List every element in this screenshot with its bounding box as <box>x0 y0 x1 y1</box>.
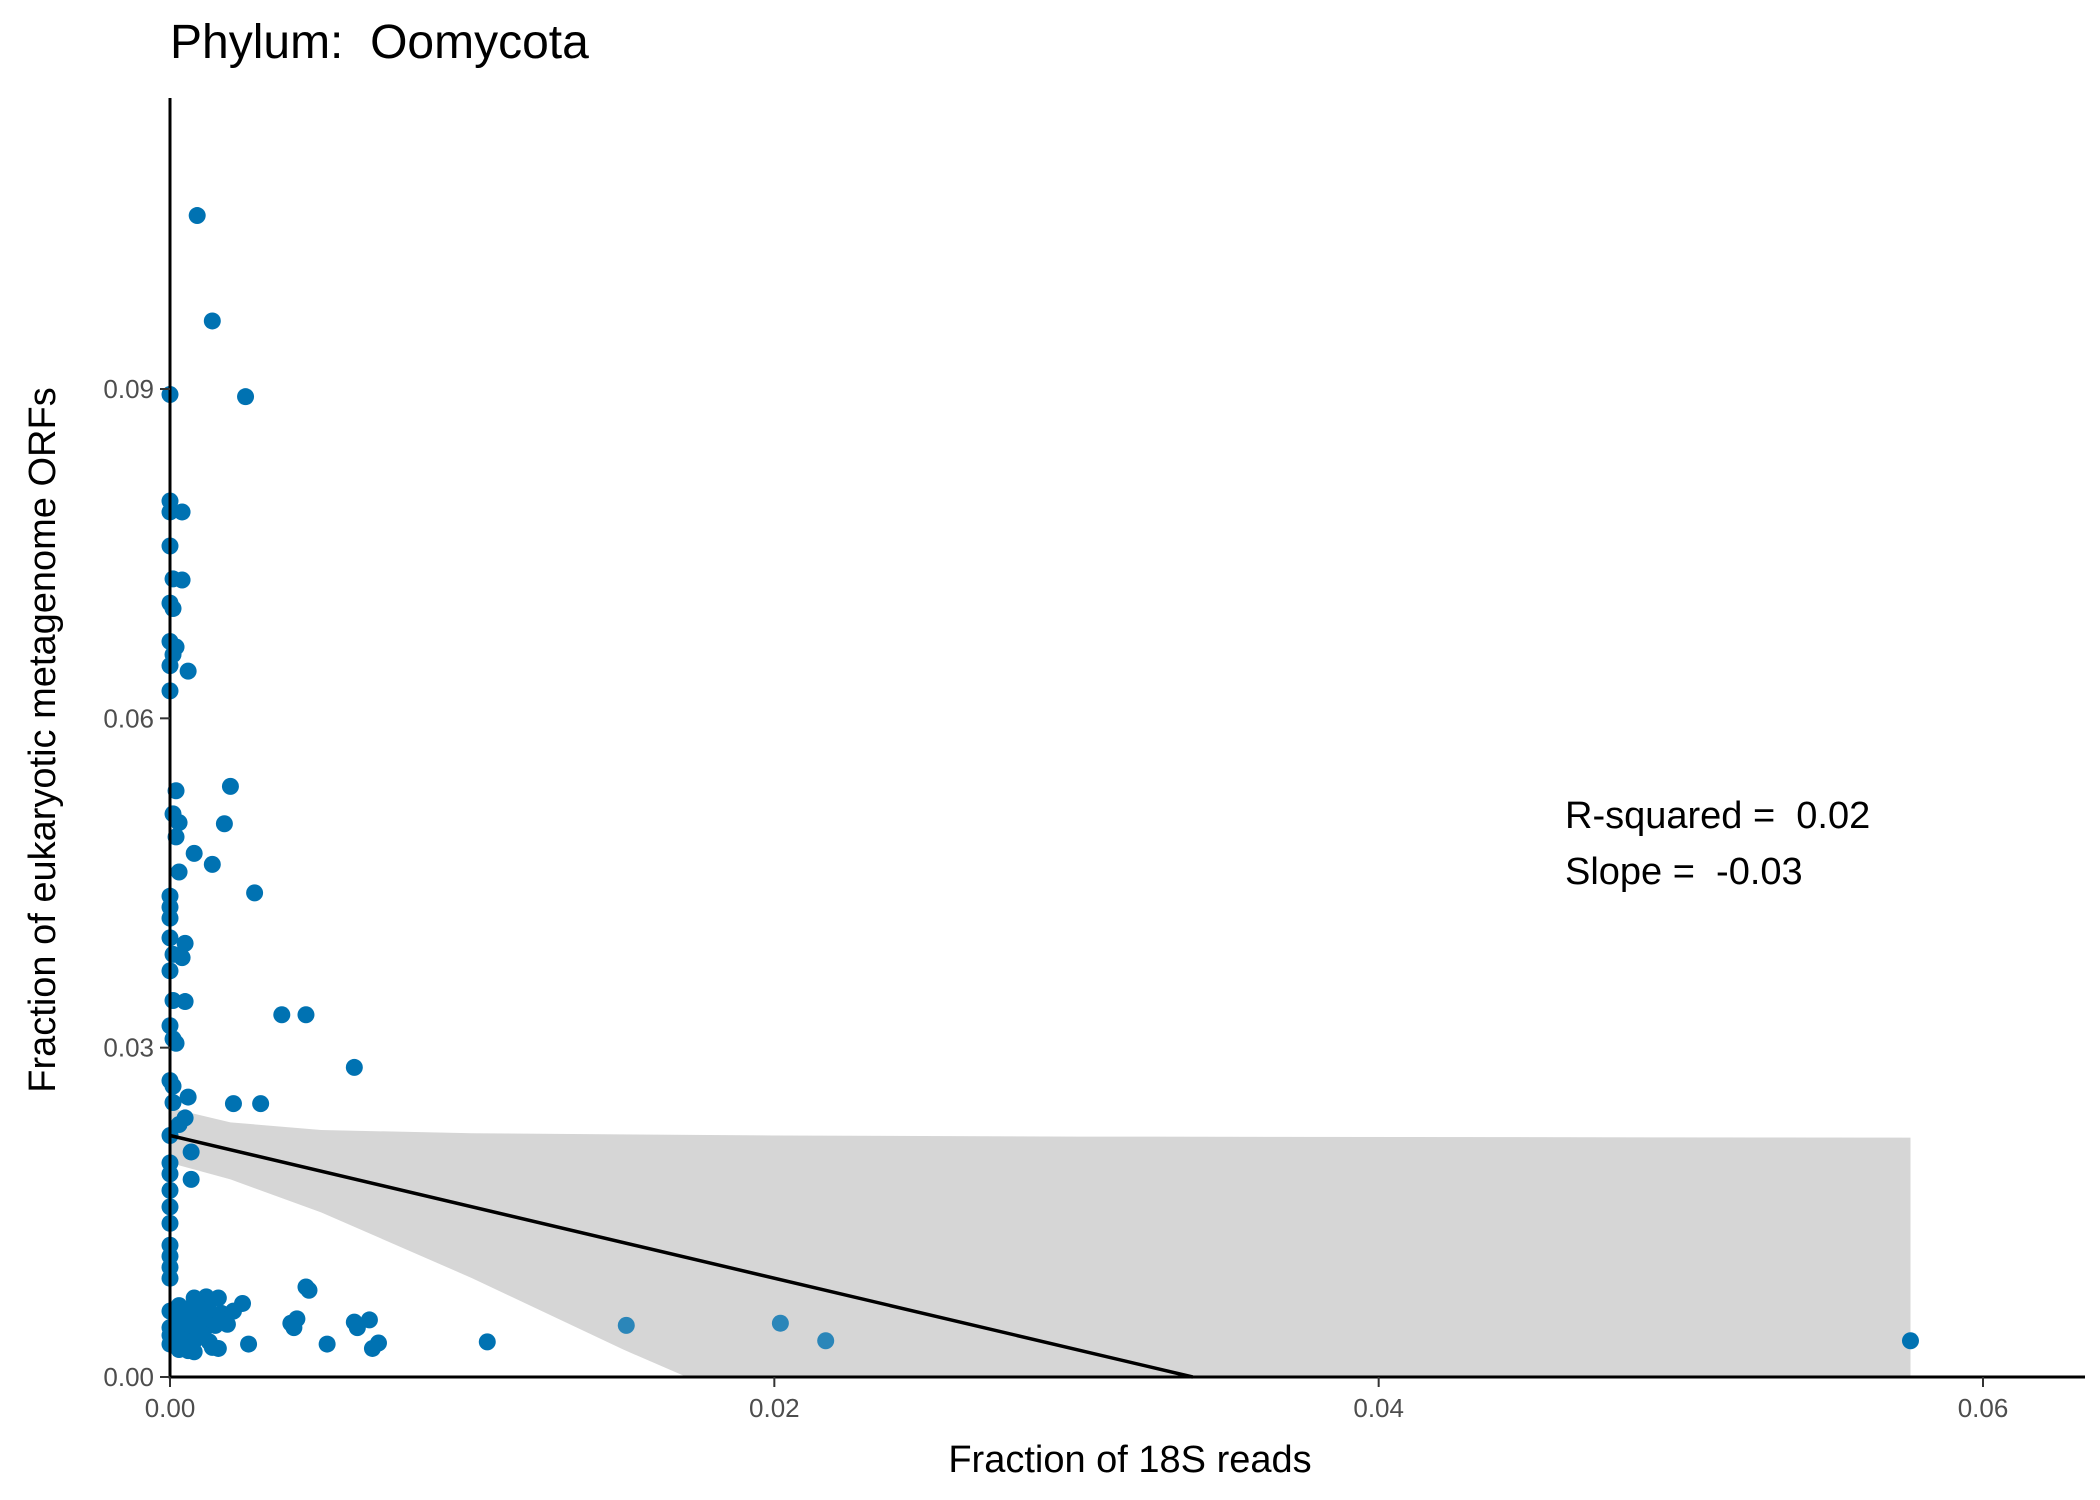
data-point <box>179 662 197 680</box>
data-point <box>817 1332 835 1350</box>
x-axis-title: Fraction of 18S reads <box>948 1439 1311 1481</box>
confidence-band <box>170 1108 1911 1377</box>
data-point <box>170 814 188 832</box>
data-point <box>167 782 185 800</box>
data-point <box>170 863 188 881</box>
x-tick-label: 0.00 <box>145 1393 196 1423</box>
data-point <box>173 949 191 967</box>
x-tick-label: 0.02 <box>749 1393 800 1423</box>
chart-title: Phylum: Oomycota <box>170 16 589 69</box>
data-point <box>318 1335 336 1353</box>
data-point <box>182 1143 200 1161</box>
data-point <box>360 1311 378 1329</box>
data-point <box>188 207 206 225</box>
data-point <box>240 1335 258 1353</box>
data-point <box>478 1333 496 1351</box>
data-point <box>224 1095 242 1113</box>
y-tick-label: 0.03 <box>103 1033 154 1063</box>
data-point <box>771 1314 789 1332</box>
data-point <box>203 855 221 873</box>
data-point <box>164 1077 182 1095</box>
data-point <box>164 600 182 618</box>
data-point <box>215 815 233 833</box>
data-point <box>252 1095 270 1113</box>
data-point <box>345 1058 363 1076</box>
data-point <box>167 828 185 846</box>
data-point <box>179 1088 197 1106</box>
slope-annotation: Slope = -0.03 <box>1565 851 1803 893</box>
data-point <box>237 388 255 406</box>
y-axis-title: Fraction of eukaryotic metagenome ORFs <box>22 387 64 1092</box>
confidence-band-layer <box>170 1108 1911 1377</box>
data-point <box>185 1343 203 1361</box>
data-point <box>300 1281 318 1299</box>
data-point <box>246 884 264 902</box>
data-point <box>617 1316 635 1334</box>
data-point <box>173 571 191 589</box>
data-point <box>273 1006 291 1024</box>
y-ticks: 0.00 0.03 0.06 0.09 <box>103 374 170 1392</box>
x-tick-label: 0.06 <box>1958 1393 2009 1423</box>
data-point <box>363 1339 381 1357</box>
points-layer <box>161 207 1919 1361</box>
data-point <box>203 312 221 330</box>
r-squared-annotation: R-squared = 0.02 <box>1565 795 1870 837</box>
data-point <box>218 1315 236 1333</box>
regression-line-layer <box>169 1133 1194 1379</box>
data-point <box>297 1006 315 1024</box>
data-point <box>176 993 194 1011</box>
data-point <box>1901 1332 1919 1350</box>
data-point <box>209 1339 227 1357</box>
x-tick-label: 0.04 <box>1353 1393 1404 1423</box>
y-tick-label: 0.09 <box>103 374 154 404</box>
data-point <box>164 1094 182 1112</box>
y-tick-label: 0.06 <box>103 703 154 733</box>
regression-line <box>169 1133 1194 1379</box>
data-point <box>182 1170 200 1188</box>
data-point <box>173 503 191 521</box>
y-tick-label: 0.00 <box>103 1362 154 1392</box>
data-point <box>221 777 239 795</box>
data-point <box>348 1319 366 1337</box>
data-point <box>176 934 194 952</box>
data-point <box>167 1034 185 1052</box>
data-point <box>209 1289 227 1307</box>
x-ticks: 0.00 0.02 0.04 0.06 <box>145 1377 2009 1423</box>
data-point <box>185 844 203 862</box>
data-point <box>285 1319 303 1337</box>
